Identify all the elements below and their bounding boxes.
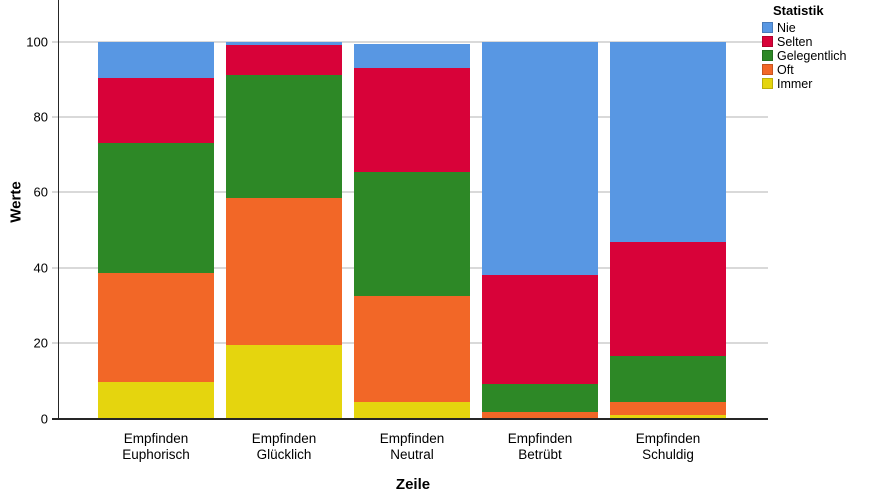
legend-label: Immer — [777, 76, 813, 91]
bar-segment — [98, 382, 214, 419]
y-tick-label: 40 — [33, 260, 48, 276]
legend-label: Selten — [777, 34, 813, 49]
bar-segment — [610, 401, 726, 415]
y-tick-label: 60 — [33, 184, 48, 200]
x-category-label-line: Empfinden — [507, 431, 573, 446]
bar-segment — [226, 42, 342, 46]
bar-segment — [354, 67, 470, 172]
bar-segment — [226, 197, 342, 346]
bar-segment — [610, 355, 726, 402]
legend-title: Statistik — [773, 3, 824, 18]
bar-segment — [610, 41, 726, 242]
x-category-label-line: Neutral — [390, 447, 434, 462]
gridline — [52, 40, 768, 43]
bar-segment — [98, 142, 214, 274]
x-category-label-line: Glücklich — [256, 447, 312, 462]
bar-segment — [98, 41, 214, 78]
x-category-label-line: Empfinden — [379, 431, 445, 446]
bar-segment — [98, 273, 214, 383]
bar-segment — [226, 45, 342, 76]
legend-label: Oft — [777, 62, 794, 77]
bar-segment — [482, 383, 598, 413]
bar-segment — [354, 402, 470, 419]
x-category-label-line: Empfinden — [123, 431, 189, 446]
x-category-label-line: Euphorisch — [122, 447, 190, 462]
bar-segment — [482, 41, 598, 275]
x-axis-title: Zeile — [395, 476, 431, 493]
x-axis-line — [52, 417, 768, 420]
legend-item-nie: Nie — [762, 20, 872, 35]
legend-swatch — [762, 50, 773, 61]
y-tick-label: 0 — [40, 411, 48, 426]
legend-swatch — [762, 64, 773, 75]
bar-segment — [354, 43, 470, 68]
bar-segment — [98, 77, 214, 143]
bar-segment — [354, 171, 470, 296]
x-category-label-line: Empfinden — [251, 431, 317, 446]
y-tick-label: 20 — [33, 335, 48, 351]
legend-swatch — [762, 22, 773, 33]
bar-segment — [354, 295, 470, 403]
y-tick-label: 80 — [33, 109, 48, 125]
legend-item-oft: Oft — [762, 62, 872, 77]
legend-item-selten: Selten — [762, 34, 872, 49]
bar-segment — [226, 345, 342, 419]
bar-segment — [482, 274, 598, 384]
x-category-label: Empfinden Schuldig — [598, 431, 738, 463]
x-category-label-line: Betrübt — [518, 447, 562, 462]
legend-items: Nie Selten Gelegentlich Oft Immer — [762, 20, 872, 91]
legend-label: Nie — [777, 20, 796, 35]
x-category-label-line: Empfinden — [635, 431, 701, 446]
legend-swatch — [762, 78, 773, 89]
legend: Statistik Nie Selten Gelegentlich Oft Immer — [762, 3, 872, 91]
bar-segment — [482, 412, 598, 419]
bar-segment — [226, 75, 342, 198]
legend-item-gelegentlich: Gelegentlich — [762, 48, 872, 63]
legend-label: Gelegentlich — [777, 48, 847, 63]
x-category-label: Empfinden Euphorisch — [86, 431, 226, 463]
y-axis-line — [57, 0, 59, 419]
x-category-label: Empfinden Neutral — [342, 431, 482, 463]
x-category-label: Empfinden Glücklich — [214, 431, 354, 463]
legend-item-immer: Immer — [762, 76, 872, 91]
x-category-label: Empfinden Betrübt — [470, 431, 610, 463]
bar-segment — [610, 414, 726, 419]
y-tick-label: 100 — [26, 34, 48, 49]
legend-swatch — [762, 36, 773, 47]
x-category-label-line: Schuldig — [642, 447, 694, 462]
bar-segment — [610, 241, 726, 356]
